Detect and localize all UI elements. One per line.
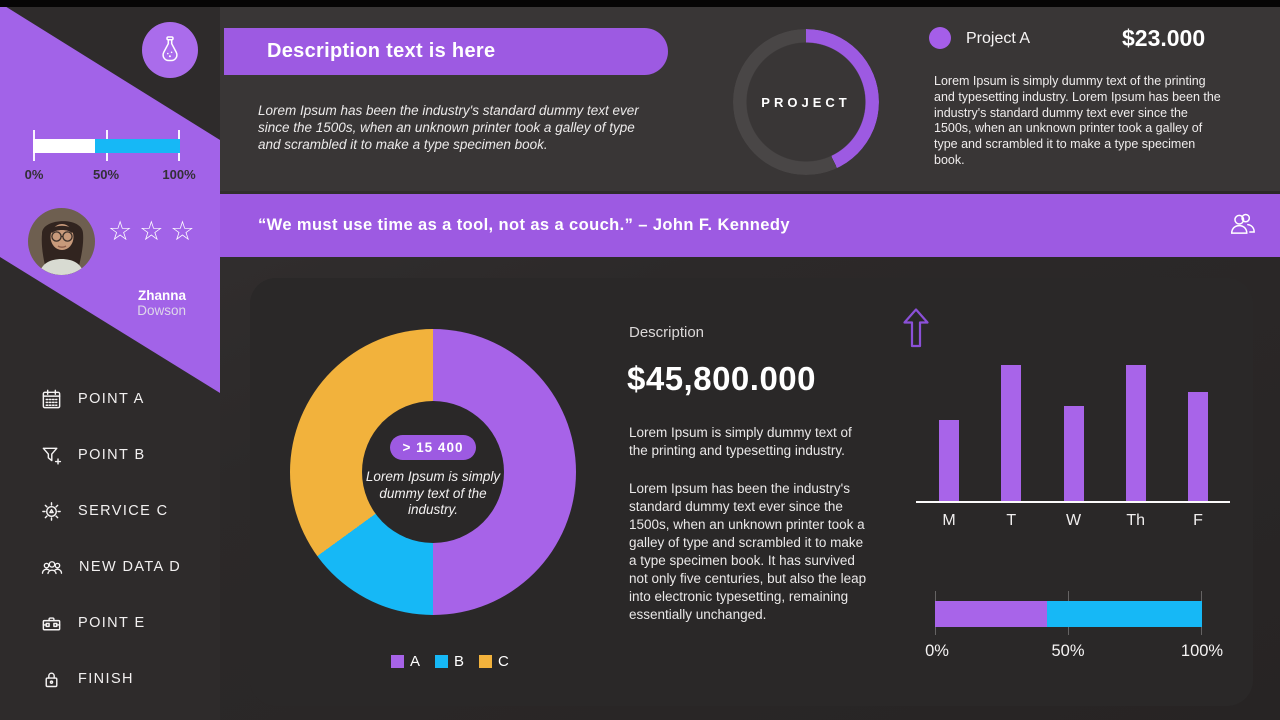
flask-badge (142, 22, 198, 78)
sidebar-progress-fill-b (94, 138, 180, 153)
project-a-amount: $23.000 (1122, 25, 1206, 51)
flask-icon (154, 34, 186, 66)
bar-label: T (1006, 512, 1017, 529)
bar-label: W (1065, 512, 1082, 529)
sidebar-progress-fill-a (33, 138, 95, 153)
project-a-dot (929, 27, 951, 49)
legend-label: A (410, 653, 421, 670)
legend-label: B (454, 653, 465, 670)
donut-center-badge: > 15 400 (390, 435, 476, 460)
donut-legend: A B C (391, 653, 509, 670)
bar-label: Th (1126, 512, 1146, 529)
sidebar-item-point-e[interactable]: POINT E (40, 609, 210, 637)
description-para-2: Lorem Ipsum has been the industry's stan… (629, 481, 867, 622)
up-arrow-icon (900, 306, 932, 348)
two-people-icon (1228, 210, 1258, 238)
sidebar-item-point-b[interactable]: POINT B (40, 441, 210, 469)
star-rating[interactable]: ☆☆☆ (108, 216, 202, 246)
bar (1188, 392, 1208, 502)
sidebar: 0% 50% 100% ☆☆☆ Zhanna Dowson (0, 0, 220, 720)
bar (1063, 406, 1084, 502)
bar (939, 419, 959, 502)
progress-label-100: 100% (162, 167, 196, 182)
bar-label: F (1193, 512, 1203, 529)
legend-label: C (498, 653, 509, 670)
progress-label-50: 50% (92, 167, 120, 182)
card-progress-label-50: 50% (1051, 642, 1085, 660)
legend-item: A (391, 653, 420, 670)
bar (1125, 365, 1146, 502)
funnel-plus-icon (40, 444, 63, 467)
donut-center-text: Lorem Ipsum is simply dummy text of the … (365, 469, 501, 517)
sidebar-item-point-a[interactable]: POINT A (40, 385, 210, 413)
sidebar-item-label: POINT A (78, 391, 145, 407)
profile-last-name: Dowson (137, 303, 186, 318)
legend-swatch (391, 655, 404, 668)
main-card: > 15 400 Lorem Ipsum is simply dummy tex… (250, 278, 1253, 706)
sidebar-item-label: SERVICE C (78, 503, 169, 519)
profile-name: Zhanna Dowson (100, 288, 186, 318)
sidebar-menu: POINT A POINT B (40, 385, 210, 720)
legend-item: C (479, 653, 509, 670)
description-label: Description (629, 324, 705, 341)
card-progress-bar (935, 601, 1202, 627)
card-progress-label-0: 0% (925, 642, 949, 660)
top-black-strip (0, 0, 1280, 7)
bar-label: M (942, 512, 956, 529)
description-para-1: Lorem Ipsum is simply dummy text of the … (629, 425, 852, 458)
bar-chart-labels: M T W Th F (918, 512, 1228, 534)
sidebar-item-new-data-d[interactable]: NEW DATA D (40, 553, 210, 581)
quote-banner: “We must use time as a tool, not as a co… (220, 194, 1280, 257)
sidebar-progress-bar (33, 138, 180, 153)
sidebar-item-label: NEW DATA D (79, 559, 182, 575)
legend-swatch (479, 655, 493, 668)
intro-text: Lorem Ipsum has been the industry's stan… (258, 103, 639, 152)
legend-swatch (435, 655, 449, 668)
toolbox-icon (40, 612, 63, 635)
description-title-pill: Description text is here (224, 28, 668, 75)
gear-icon (40, 500, 63, 523)
project-a-name: Project A (966, 30, 1031, 47)
description-amount: $45,800.000 (627, 360, 817, 397)
people-icon (40, 556, 64, 579)
sidebar-item-label: POINT E (78, 615, 146, 631)
calendar-icon (40, 388, 63, 411)
avatar (28, 208, 95, 275)
bar-chart-axis (916, 501, 1230, 503)
lock-icon (40, 668, 63, 691)
progress-label-0: 0% (24, 167, 44, 182)
bar (1001, 365, 1022, 502)
main-progress-fill-a (935, 601, 1048, 627)
project-a-description: Lorem Ipsum is simply dummy text of the … (934, 74, 1221, 167)
project-ring (733, 29, 879, 175)
sidebar-item-service-c[interactable]: SERVICE C (40, 497, 210, 525)
card-progress-label-100: 100% (1180, 642, 1224, 660)
quote-text: “We must use time as a tool, not as a co… (258, 216, 790, 234)
bar-chart-bars (918, 365, 1228, 502)
donut-hole (362, 401, 504, 543)
sidebar-item-finish[interactable]: FINISH (40, 665, 210, 693)
main-progress-fill-b (1047, 601, 1202, 627)
sidebar-progress: 0% 50% 100% (25, 130, 196, 190)
project-ring-label: PROJECT (761, 94, 851, 110)
legend-item: B (435, 653, 464, 670)
description-title: Description text is here (267, 40, 496, 62)
sidebar-item-label: FINISH (78, 671, 134, 687)
profile-first-name: Zhanna (137, 288, 186, 303)
sidebar-item-label: POINT B (78, 447, 146, 463)
